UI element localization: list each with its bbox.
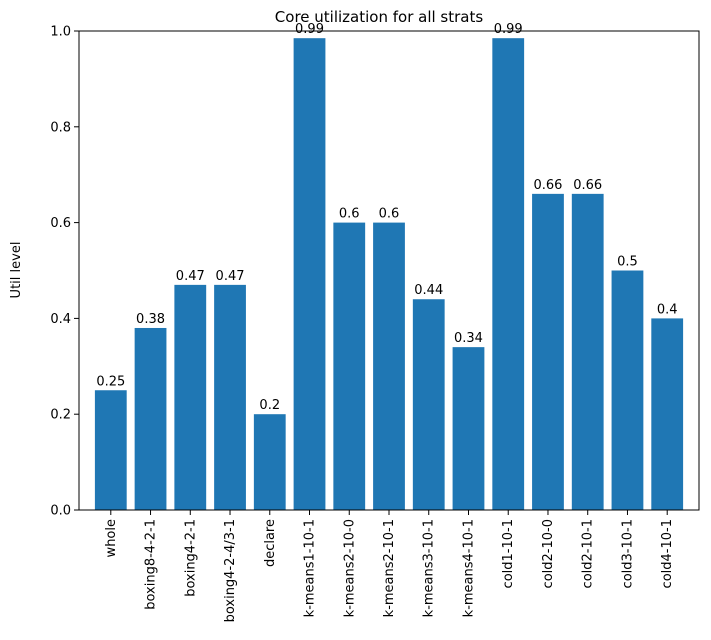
axes-layer: whole boxing8-4-2-1 boxing4-2-1 boxing4-2-4… [50, 25, 675, 623]
x-tick-label: declare [263, 519, 278, 567]
bar [214, 284, 246, 510]
bar [373, 222, 405, 510]
data-label: 0.66 [533, 178, 562, 193]
y-tick-label: 0.2 [50, 408, 71, 423]
bar [492, 38, 525, 511]
data-label: 0.47 [176, 269, 205, 284]
x-tick-label: k-means2-10-0 [342, 519, 357, 617]
x-tick-label: k-means2-10-1 [382, 519, 397, 617]
y-tick-label: 0.0 [50, 504, 71, 519]
x-tick-label: cold4-10-1 [660, 519, 675, 588]
bars-layer [94, 38, 684, 511]
chart-title: Core utilization for all strats [275, 8, 484, 26]
x-tick-label: cold2-10-0 [541, 519, 556, 588]
bar [174, 284, 207, 510]
bar [293, 38, 326, 511]
data-label: 0.44 [414, 283, 443, 298]
x-tick-label: cold2-10-1 [581, 519, 596, 588]
x-tick-label: boxing8-4-2-1 [144, 519, 159, 610]
y-tick-label: 0.8 [50, 120, 71, 135]
data-label: 0.38 [136, 312, 165, 327]
bar [94, 390, 127, 510]
x-tick-label: cold1-10-1 [501, 519, 516, 588]
bar [611, 270, 644, 510]
bar [452, 347, 485, 510]
bar [651, 318, 684, 510]
y-tick-label: 0.6 [50, 216, 71, 231]
x-tick-label: k-means3-10-1 [422, 519, 437, 617]
x-tick-label: k-means1-10-1 [303, 519, 318, 617]
data-label: 0.99 [494, 22, 523, 37]
data-label: 0.25 [96, 374, 125, 389]
bar [412, 299, 445, 510]
data-label: 0.47 [216, 269, 245, 284]
y-axis-label: Util level [9, 242, 24, 299]
x-tick-label: k-means4-10-1 [461, 519, 476, 617]
bar [253, 414, 286, 510]
plot-frame [78, 30, 700, 511]
bar [333, 222, 366, 510]
data-label: 0.4 [657, 302, 678, 317]
data-label: 0.34 [454, 331, 483, 346]
bar [134, 327, 167, 510]
data-label: 0.66 [573, 178, 602, 193]
x-tick-label: boxing4-2-1 [183, 519, 198, 597]
y-tick-label: 1.0 [50, 25, 71, 40]
bar [532, 193, 564, 511]
x-tick-label: cold3-10-1 [620, 519, 635, 588]
data-label: 0.2 [259, 398, 280, 413]
data-label: 0.6 [379, 207, 400, 222]
data-label: 0.99 [295, 22, 324, 37]
data-label: 0.5 [617, 255, 638, 270]
data-label: 0.6 [339, 207, 360, 222]
x-tick-label: boxing4-2-4/3-1 [223, 519, 238, 622]
y-tick-label: 0.4 [50, 312, 71, 327]
bar [571, 193, 604, 511]
data-labels-layer: 0.25 0.38 0.47 0.47 0.2 0.99 0.6 0.6 0.44 0.34 0.9… [96, 22, 677, 413]
x-tick-label: whole [104, 519, 119, 557]
